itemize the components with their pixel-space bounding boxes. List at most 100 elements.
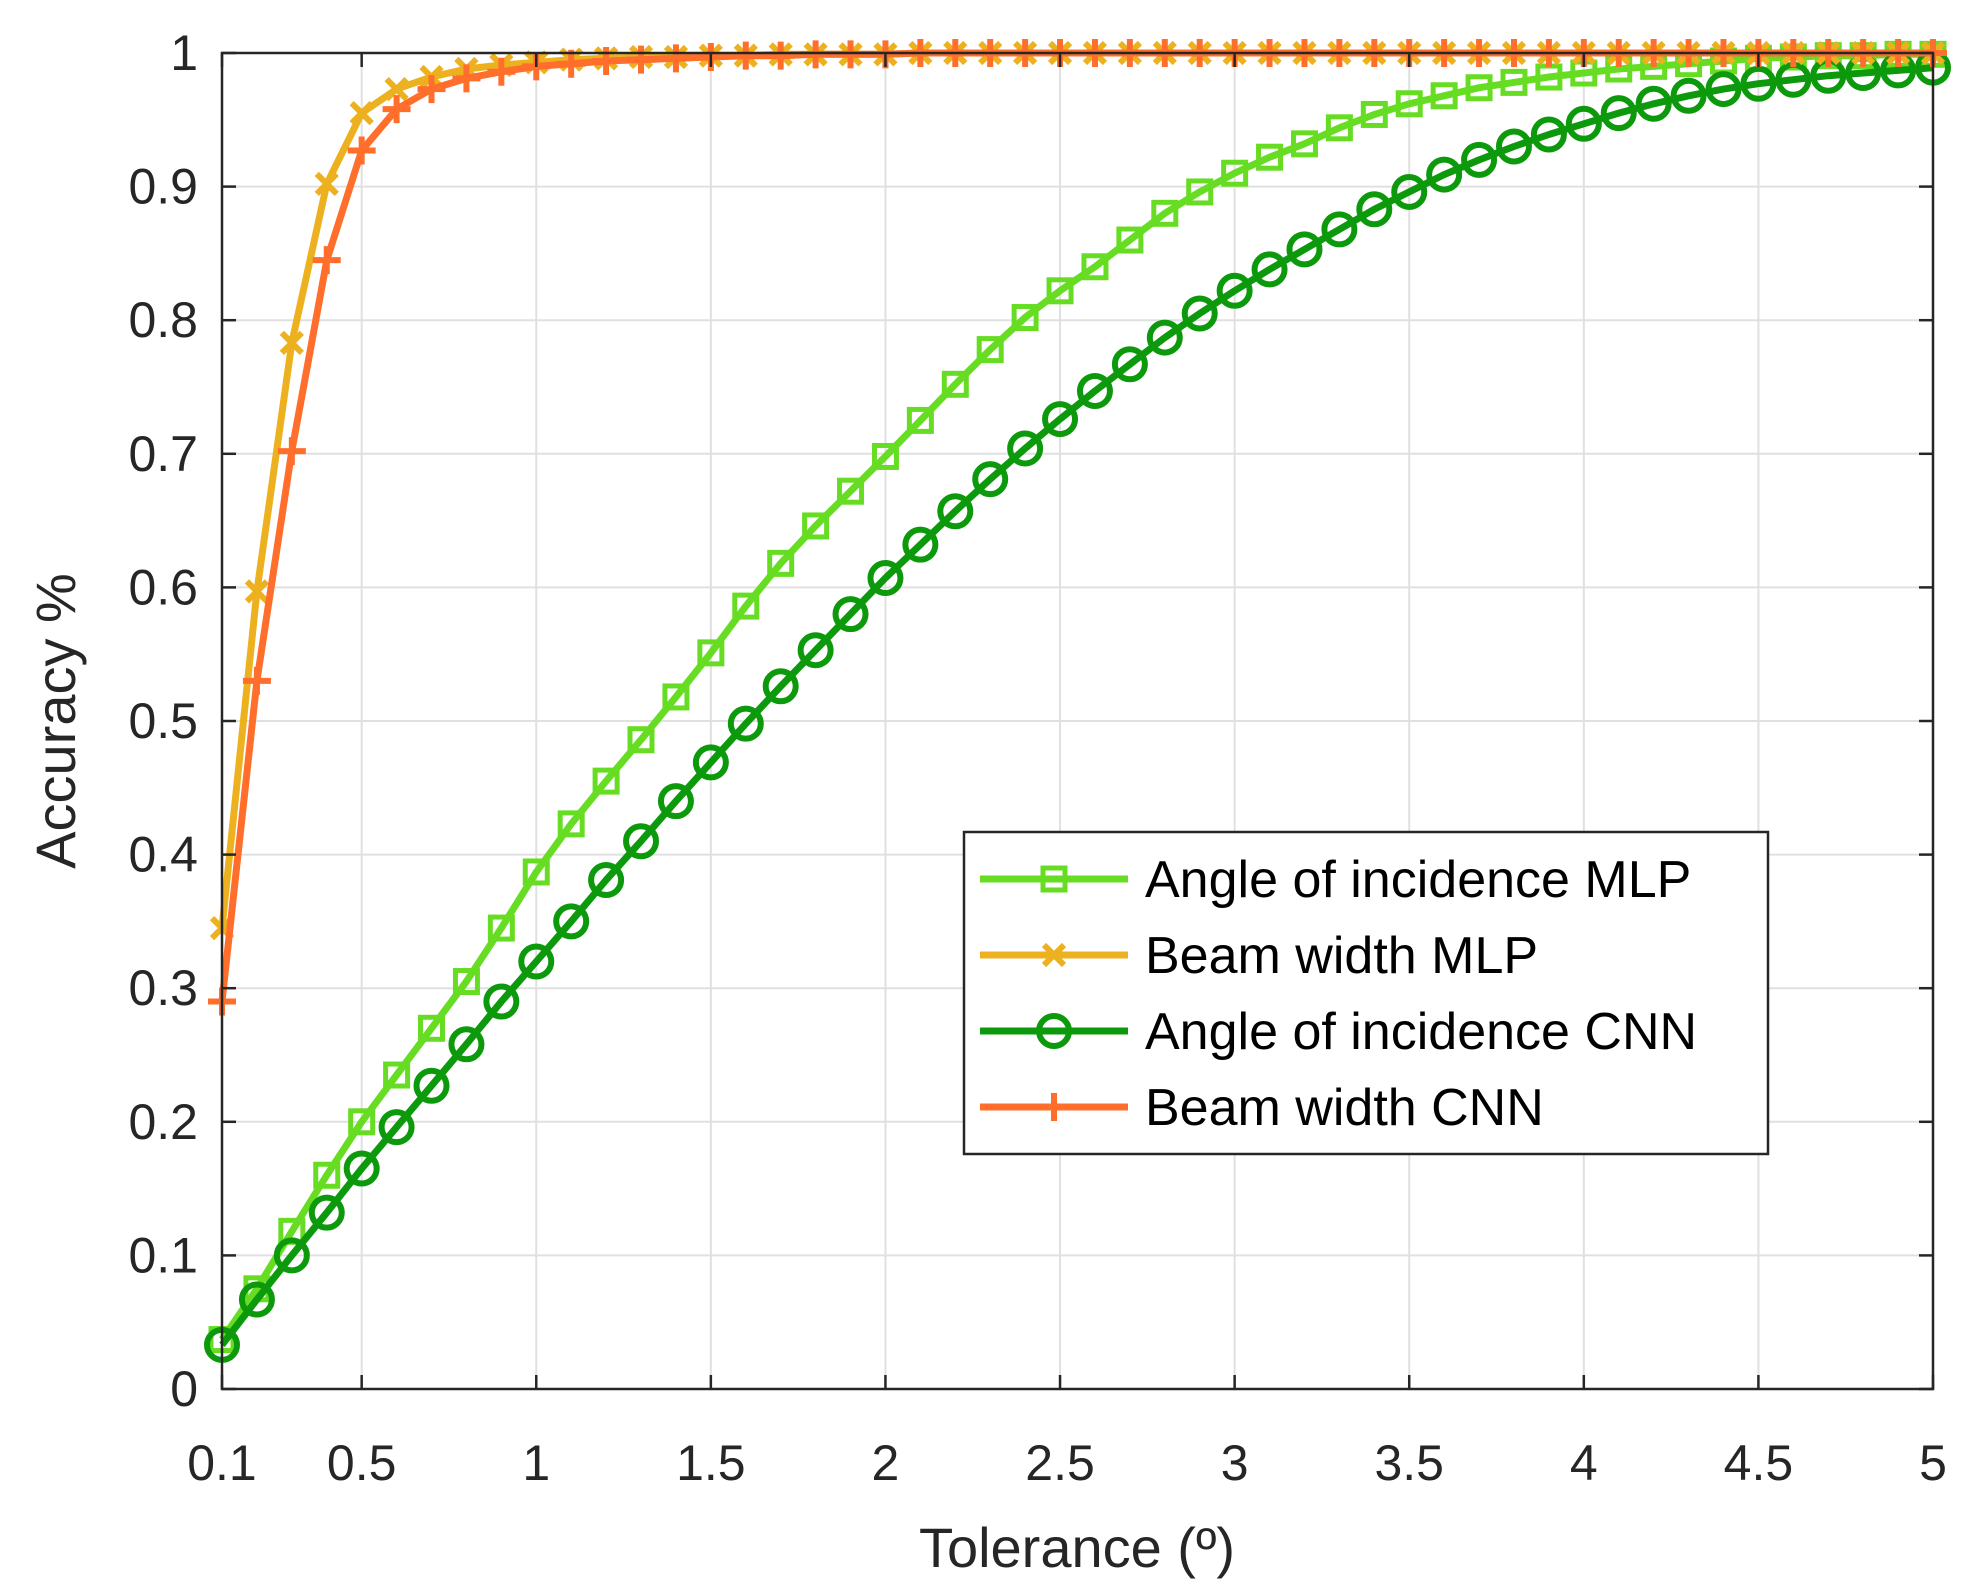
data-point (277, 437, 306, 466)
x-tick-label: 3 (1221, 1435, 1249, 1491)
data-point (1046, 277, 1074, 305)
legend-marker (1041, 942, 1067, 968)
data-point (487, 914, 515, 942)
data-point (1500, 68, 1528, 96)
series-line (219, 64, 1934, 1348)
data-point (1600, 95, 1637, 132)
data-point (1290, 130, 1318, 158)
data-point (832, 596, 869, 633)
data-point (1116, 226, 1144, 254)
data-point (592, 47, 621, 76)
data-point (343, 1150, 380, 1187)
data-point (384, 76, 409, 102)
data-point (1740, 65, 1777, 102)
data-point (1495, 128, 1532, 165)
y-tick-label: 0.6 (128, 559, 198, 615)
data-point (1256, 143, 1284, 171)
data-point (661, 44, 690, 73)
data-point (238, 1281, 275, 1318)
x-tick-label: 2.5 (1025, 1435, 1095, 1491)
data-point (766, 41, 795, 70)
legend-marker (1040, 1093, 1068, 1121)
x-tick-label: 4.5 (1724, 1435, 1794, 1491)
legend-label: Beam width MLP (1145, 927, 1538, 985)
x-tick-label: 0.5 (327, 1435, 397, 1491)
data-point (941, 370, 969, 398)
y-tick-label: 0.7 (128, 426, 198, 482)
data-point (1465, 74, 1493, 102)
data-point (413, 1067, 450, 1104)
data-point (1321, 211, 1358, 248)
data-point (1251, 251, 1288, 288)
legend-label: Beam width CNN (1145, 1079, 1544, 1137)
data-point (837, 477, 865, 505)
legend-label: Angle of incidence MLP (1145, 851, 1691, 909)
data-point (312, 246, 341, 275)
x-tick-label: 1.5 (676, 1435, 746, 1491)
x-tick-label: 4 (1570, 1435, 1598, 1491)
data-point (417, 75, 446, 104)
data-point (727, 705, 764, 742)
data-point (347, 136, 376, 165)
data-point (1391, 173, 1428, 210)
data-point (448, 1026, 485, 1063)
data-point (662, 683, 690, 711)
data-point (1042, 401, 1079, 438)
x-tick-label: 3.5 (1374, 1435, 1444, 1491)
data-point (557, 49, 586, 78)
data-point (902, 526, 939, 563)
data-point (867, 560, 904, 597)
data-point (553, 903, 590, 940)
data-point (518, 943, 555, 980)
y-tick-label: 0.2 (128, 1094, 198, 1150)
legend-marker (1040, 865, 1068, 893)
data-point (1565, 105, 1602, 142)
data-point (801, 40, 830, 69)
data-point (697, 639, 725, 667)
data-point (348, 1108, 376, 1136)
data-point (623, 823, 660, 860)
legend: Angle of incidence MLP Beam width MLP Angl… (962, 830, 1770, 1156)
x-tick-label: 0.1 (187, 1435, 257, 1491)
data-point (1325, 114, 1353, 142)
data-point (244, 579, 270, 604)
legend-entry-angle-of-incidence-mlp: Angle of incidence MLP (980, 851, 1691, 909)
data-point (242, 666, 271, 695)
y-tick-label: 0.4 (128, 827, 198, 883)
data-point (906, 406, 934, 434)
data-point (557, 810, 585, 838)
data-point (1635, 85, 1672, 122)
y-tick-label: 0.3 (128, 960, 198, 1016)
data-point (1186, 178, 1214, 206)
data-point (1395, 90, 1423, 118)
data-point (802, 512, 830, 540)
data-point (1011, 304, 1039, 332)
y-tick-label: 0.1 (128, 1227, 198, 1283)
data-point (871, 442, 899, 470)
y-tick-label: 0.8 (128, 292, 198, 348)
ticks: 0.1 0.5 1 1.5 2 2.5 3 3.5 4 4.5 5 0 0.1 0.2 0.3 0.4 0.5 0… (128, 25, 1946, 1491)
legend-label: Angle of incidence CNN (1145, 1003, 1697, 1061)
data-point (731, 41, 760, 70)
data-point (1221, 159, 1249, 187)
x-tick-label: 1 (522, 1435, 550, 1491)
data-point (452, 968, 480, 996)
legend-entry-beam-width-mlp: Beam width MLP (980, 927, 1538, 985)
data-point (452, 64, 481, 93)
data-point (1705, 71, 1742, 108)
series-angle-of-incidence-cnn (204, 49, 1951, 1363)
data-point (1151, 199, 1179, 227)
data-point (836, 40, 865, 69)
data-point (627, 45, 656, 74)
data-point (1216, 272, 1253, 309)
data-point (1530, 116, 1567, 153)
data-point (627, 726, 655, 754)
data-point (588, 861, 625, 898)
data-point (592, 767, 620, 795)
data-point (1111, 346, 1148, 383)
data-point (797, 632, 834, 669)
data-point (483, 983, 520, 1020)
data-point (314, 171, 339, 197)
data-point (273, 1237, 310, 1274)
